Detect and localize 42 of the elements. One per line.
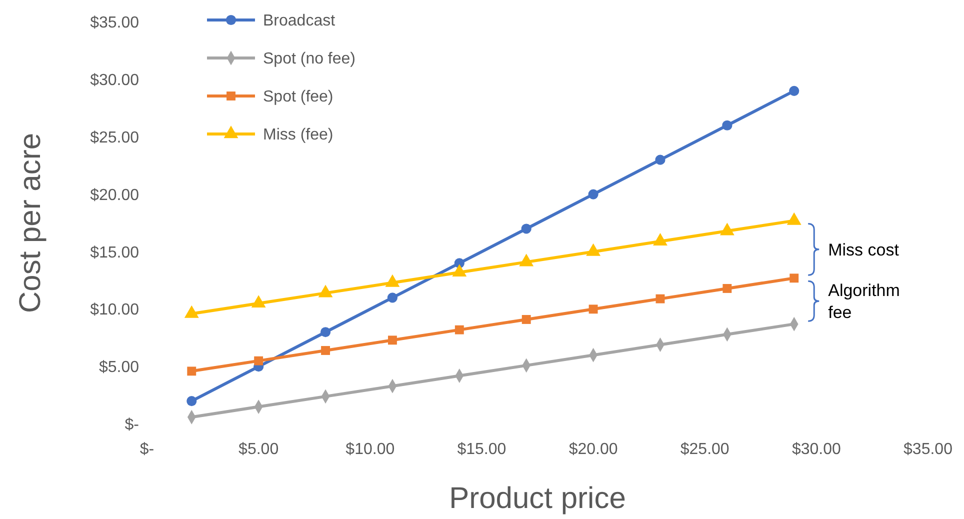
y-tick-label: $-: [124, 416, 139, 434]
x-tick-label: $15.00: [457, 441, 506, 458]
legend-label: Spot (fee): [263, 88, 334, 106]
x-tick-label: $20.00: [568, 441, 618, 458]
y-axis-title: Cost per acre: [14, 132, 47, 314]
point: [722, 120, 732, 130]
point: [388, 336, 397, 345]
y-tick-label: $5.00: [98, 359, 140, 376]
y-tick-label: $10.00: [90, 302, 140, 319]
point: [588, 304, 598, 314]
point: [254, 356, 264, 366]
x-tick-label: $25.00: [680, 441, 730, 458]
point: [454, 325, 464, 334]
annotation: Algorithm fee: [828, 281, 900, 322]
x-tick-label: $10.00: [346, 441, 395, 458]
y-tick-label: $20.00: [90, 186, 140, 204]
legend-label: Miss (fee): [263, 126, 334, 144]
y-tick-label: $30.00: [90, 72, 140, 90]
point: [722, 284, 732, 293]
y-tick-label: $25.00: [90, 129, 140, 146]
x-tick-label: $5.00: [238, 441, 279, 458]
point: [321, 346, 330, 355]
x-tick-label: $30.00: [792, 441, 841, 458]
point: [522, 315, 531, 324]
y-tick-label: $15.00: [90, 244, 140, 262]
point: [789, 86, 800, 96]
point: [790, 274, 799, 283]
annotation: Miss cost: [828, 240, 900, 260]
point: [656, 294, 665, 304]
legend-label: Broadcast: [263, 12, 336, 30]
point: [320, 327, 331, 338]
point: [521, 224, 532, 234]
x-tick-label: $-: [140, 441, 154, 458]
point: [187, 366, 196, 376]
point: [655, 154, 666, 165]
x-axis-title: Product price: [449, 482, 626, 515]
point: [588, 189, 598, 200]
y-tick-label: $35.00: [90, 14, 140, 32]
x-tick-label: $35.00: [904, 441, 953, 458]
point: [186, 396, 197, 406]
point: [387, 292, 398, 303]
legend-label: Spot (no fee): [263, 50, 356, 68]
